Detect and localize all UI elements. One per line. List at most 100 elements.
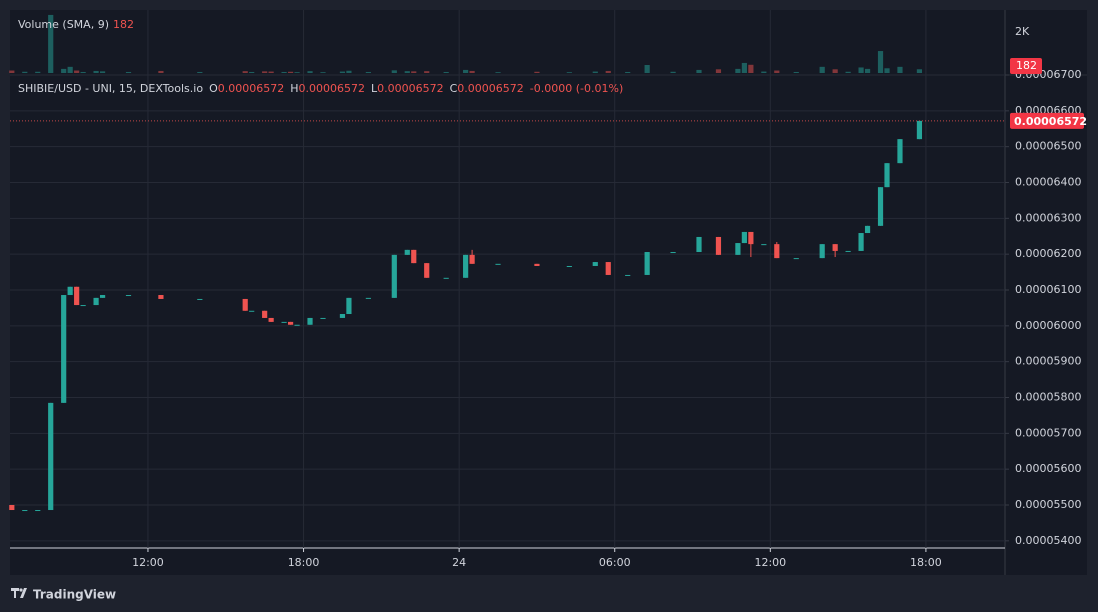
candle-body bbox=[9, 505, 15, 511]
candle-body bbox=[346, 297, 352, 315]
volume-bar bbox=[93, 70, 99, 73]
candle-body bbox=[832, 244, 838, 251]
volume-bar bbox=[424, 71, 430, 73]
y-tick-label: 0.00005400 bbox=[1015, 534, 1081, 547]
volume-bar bbox=[365, 71, 371, 73]
candle-body bbox=[761, 244, 767, 246]
volume-bar bbox=[832, 69, 838, 73]
volume-bar bbox=[916, 69, 923, 73]
volume-bar bbox=[858, 67, 864, 73]
candle-body bbox=[294, 324, 300, 326]
candle-body bbox=[61, 295, 67, 403]
volume-bar bbox=[404, 71, 410, 73]
y-tick-label: 0.00006200 bbox=[1015, 247, 1081, 260]
candle-body bbox=[845, 250, 851, 252]
candle-body bbox=[443, 277, 449, 279]
candle-body bbox=[391, 254, 397, 298]
volume-bar bbox=[877, 51, 884, 73]
candle-body bbox=[715, 236, 722, 255]
candle-body bbox=[592, 262, 598, 266]
candle-body bbox=[566, 265, 572, 267]
x-tick-label: 12:00 bbox=[132, 556, 164, 569]
legend-key: C bbox=[450, 82, 458, 95]
candle-body bbox=[158, 295, 164, 299]
x-tick-label: 24 bbox=[452, 556, 466, 569]
candle-body bbox=[748, 231, 754, 245]
volume-bar bbox=[249, 71, 255, 73]
volume-bar bbox=[443, 71, 449, 73]
volume-last: 182 bbox=[113, 18, 134, 31]
candle-body bbox=[74, 286, 80, 306]
y-tick-label: 0.00005800 bbox=[1015, 391, 1081, 404]
candle-body bbox=[897, 139, 903, 164]
candle-body bbox=[735, 243, 741, 255]
volume-bar bbox=[74, 70, 80, 73]
volume-bar bbox=[339, 71, 346, 73]
volume-bar bbox=[761, 71, 767, 73]
volume-bar bbox=[670, 71, 676, 73]
y-tick-label: 0.00005600 bbox=[1015, 462, 1081, 475]
volume-bar bbox=[463, 69, 469, 73]
legend-key: L bbox=[371, 82, 378, 95]
candle-body bbox=[48, 402, 54, 511]
candle-body bbox=[35, 510, 41, 512]
last-price-tag bbox=[1010, 112, 1084, 129]
candle-body bbox=[793, 258, 799, 260]
volume-bar bbox=[268, 71, 274, 73]
candle-body bbox=[287, 321, 294, 325]
volume-bar bbox=[715, 69, 722, 73]
volume-bar bbox=[197, 71, 203, 73]
candle-body bbox=[469, 254, 475, 264]
candle-body bbox=[80, 305, 86, 307]
candle-body bbox=[605, 262, 611, 275]
volume-bar bbox=[320, 72, 326, 73]
legend-change: -0.0000 (-0.01%) bbox=[530, 82, 623, 95]
y-tick-label: 0.00006000 bbox=[1015, 319, 1081, 332]
y-tick-label: 0.00006300 bbox=[1015, 211, 1081, 224]
volume-bar bbox=[605, 70, 611, 73]
candle-body bbox=[858, 233, 864, 251]
candle-body bbox=[242, 298, 248, 311]
y-tick-label: 0.00006400 bbox=[1015, 176, 1081, 189]
volume-bar bbox=[391, 70, 397, 73]
volume-bar bbox=[35, 71, 41, 73]
legend-title: SHIBIE/USD - UNI, 15, DEXTools.io bbox=[18, 82, 203, 95]
volume-bar bbox=[566, 72, 572, 73]
candle-body bbox=[125, 295, 132, 297]
candle-body bbox=[424, 263, 430, 278]
volume-bar bbox=[774, 70, 780, 73]
legend-value: 0.00006572 bbox=[457, 82, 523, 95]
volume-bar bbox=[735, 68, 741, 73]
candle-body bbox=[625, 274, 631, 276]
volume-bar bbox=[61, 68, 67, 73]
candle-body bbox=[249, 310, 255, 312]
y-tick-label: 0.00006100 bbox=[1015, 283, 1081, 296]
candle-body bbox=[884, 163, 890, 188]
chart-area bbox=[10, 10, 1087, 575]
volume-bar bbox=[592, 71, 598, 73]
candle-body bbox=[463, 254, 469, 278]
candle-body bbox=[22, 510, 28, 512]
labels: Volume (SMA, 9) 182 SHIBIE/USD - UNI, 15… bbox=[18, 18, 1087, 569]
volume-bar bbox=[242, 71, 248, 73]
legend-key: H bbox=[290, 82, 298, 95]
volume-bar bbox=[99, 71, 106, 73]
volume-bar bbox=[125, 71, 132, 73]
candle-body bbox=[495, 263, 501, 265]
candle-body bbox=[534, 263, 540, 266]
volume-bar bbox=[281, 71, 287, 73]
candle-body bbox=[877, 187, 884, 226]
marks bbox=[9, 14, 1005, 512]
volume-bar bbox=[884, 68, 890, 73]
candle-body bbox=[411, 249, 417, 264]
candle-body bbox=[916, 120, 923, 140]
candle-body bbox=[774, 244, 780, 259]
y-tick-label: 0.00005900 bbox=[1015, 355, 1081, 368]
candle-body bbox=[320, 317, 326, 319]
volume-bar bbox=[67, 66, 73, 73]
brand: TradingView bbox=[33, 588, 116, 602]
candle-body bbox=[365, 297, 371, 299]
volume-bar bbox=[294, 72, 300, 73]
volume-bar bbox=[644, 64, 650, 73]
